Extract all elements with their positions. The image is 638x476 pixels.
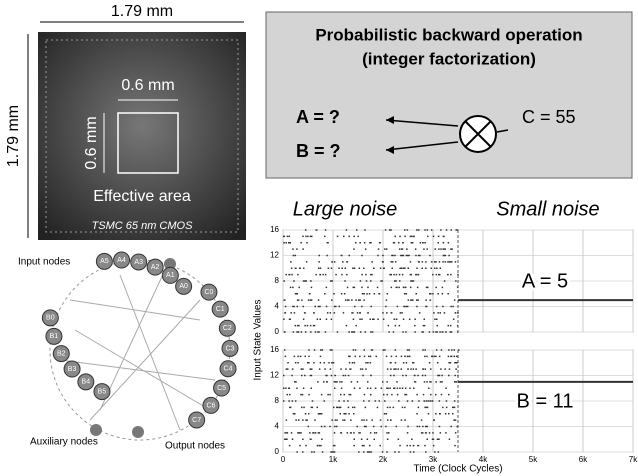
y-tick-label: 0 — [275, 447, 280, 456]
chip-height: 1.79 mm — [5, 105, 22, 167]
aux-node — [90, 424, 102, 436]
node-label: A2 — [151, 264, 160, 271]
area-width: 0.6 mm — [121, 77, 174, 94]
node-label: B5 — [98, 388, 107, 395]
result-label: B = 11 — [517, 390, 574, 412]
op-input: C = 55 — [522, 107, 576, 127]
op-title: Probabilistic backward operation — [315, 25, 582, 44]
node-label: A5 — [100, 258, 109, 265]
node-label: B4 — [82, 379, 91, 386]
x-tick-label: 6k — [579, 455, 588, 464]
x-tick-label: 5k — [529, 455, 538, 464]
out-a: A = ? — [296, 107, 340, 127]
process: TSMC 65 nm CMOS — [92, 220, 194, 232]
edges — [60, 270, 215, 430]
y-tick-label: 4 — [275, 422, 280, 431]
node-label: C4 — [224, 366, 233, 373]
area-height: 0.6 mm — [83, 116, 100, 169]
node-label: B2 — [57, 350, 66, 357]
x-tick-label: 7k — [629, 455, 638, 464]
y-tick-label: 8 — [275, 396, 280, 405]
node-label: C3 — [226, 345, 235, 352]
node-label: C5 — [217, 385, 226, 392]
node-label: C1 — [216, 306, 225, 313]
small-noise: Small noise — [496, 198, 599, 220]
y-tick-label: 12 — [270, 251, 279, 260]
x-tick-label: 4k — [479, 455, 488, 464]
y-tick-label: 16 — [270, 225, 279, 234]
large-noise: Large noise — [293, 198, 398, 220]
result-label: A = 5 — [522, 270, 568, 292]
y-tick-label: 8 — [275, 276, 280, 285]
x-tick-label: 3k — [429, 455, 438, 464]
node-label: B0 — [46, 315, 55, 322]
node-label: C6 — [206, 402, 215, 409]
aux-label: Auxiliary nodes — [30, 437, 98, 448]
node-label: B1 — [50, 333, 59, 340]
out-b: B = ? — [296, 141, 341, 161]
y-tick-label: 16 — [270, 345, 279, 354]
input-label: Input nodes — [18, 257, 70, 268]
node-label: C7 — [192, 417, 201, 424]
x-tick-label: 2k — [379, 455, 388, 464]
y-tick-label: 12 — [270, 371, 279, 380]
y-tick-label: 4 — [275, 302, 280, 311]
y-tick-label: 0 — [275, 327, 280, 336]
node-label: A4 — [117, 257, 126, 264]
area-caption: Effective area — [93, 188, 191, 205]
chip-photo — [38, 32, 246, 240]
node-label: A3 — [134, 259, 143, 266]
aux-node — [132, 426, 144, 438]
node-label: A1 — [166, 272, 175, 279]
node-label: C0 — [204, 289, 213, 296]
x-tick-label: 1k — [329, 455, 338, 464]
x-label: Time (Clock Cycles) — [413, 464, 502, 475]
node-label: A0 — [179, 283, 188, 290]
output-label: Output nodes — [165, 441, 225, 452]
x-tick-label: 0 — [281, 455, 286, 464]
chip-width: 1.79 mm — [111, 3, 173, 20]
op-subtitle: (integer factorization) — [362, 49, 536, 68]
y-label: Input State Values — [253, 300, 264, 381]
node-label: C2 — [223, 325, 232, 332]
figure: 1.79 mm 1.79 mm 0.6 mm 0.6 mm Effective … — [0, 0, 638, 476]
node-label: B3 — [68, 366, 77, 373]
